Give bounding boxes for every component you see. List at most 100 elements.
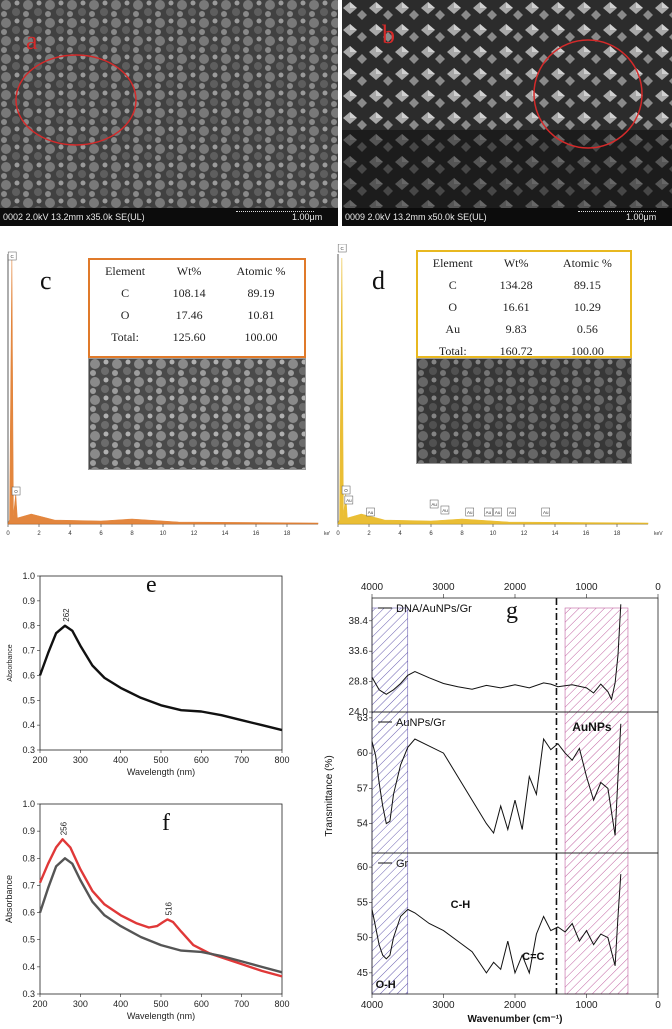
scale-label-a: 1.00μm [292,212,323,222]
annotation-aunps: AuNPs [572,720,612,734]
eds-x-tick-label: 18 [614,531,621,537]
y-tick-label: 0.8 [22,621,35,631]
x-tick-label: 4000 [361,1000,384,1011]
table-header: Atomic % [562,255,612,270]
x-tick-label-top: 4000 [361,582,384,593]
highlight-circle-a [15,54,137,146]
eds-peak-label: O [344,488,348,493]
annotation-oh: O-H [376,979,396,991]
series-line [38,624,283,732]
table-cell: 125.60 [172,329,206,344]
eds-x-tick-label: 16 [253,531,260,537]
y-axis-label: Absorbance [7,644,14,681]
sem-inset-texture-c [89,359,305,469]
eds-peak-label-box [429,499,439,509]
y-tick-label: 0.7 [22,880,35,890]
table-cell: 100.00 [570,343,604,358]
table-row: O 17.46 10.81 [90,304,304,326]
y-tick-label: 1.0 [22,799,35,809]
peak-label: 256 [60,821,69,835]
eds-peak-label: Au [442,508,448,513]
table-cell: Total: [438,343,467,358]
eds-table-d: Element Wt% Atomic % C 134.28 89.15 O 16… [416,250,632,358]
table-cell: 10.81 [247,307,275,322]
eds-x-tick-label: 0 [336,531,340,537]
sem-inset-texture-d [417,359,631,463]
highlight-circle-b [533,39,643,149]
x-tick-label: 400 [113,999,128,1009]
sem-image-b: b 0009 2.0kV 13.2mm x50.0k SE(UL) 1.00μm [342,0,672,226]
eds-spectrum-fill [7,257,319,525]
table-cell: 17.46 [175,307,203,322]
eds-peak-label-box [440,505,450,515]
table-header: Element [105,263,146,278]
x-tick-label: 600 [194,755,209,765]
x-axis-label: Wavelength (nm) [127,1011,195,1021]
table-cell: O [120,307,130,322]
eds-peak-label: Au [467,510,473,515]
y-tick-label: 63 [357,713,369,724]
x-axis-label: Wavelength (nm) [127,767,195,777]
y-tick-label: 45 [357,968,369,979]
eds-peak-label: Au [486,510,492,515]
legend-label: AuNPs/Gr [396,717,446,729]
series-line [38,838,283,978]
ftir-series-line [371,604,622,701]
legend-label: Gr [396,858,409,870]
y-tick-label: 0.9 [22,596,35,606]
x-axis-label: Wavenumber (cm⁻¹) [468,1014,563,1024]
eds-spectrum-fill [337,257,649,525]
y-tick-label: 0.7 [22,646,35,656]
x-tick-label: 1000 [575,1000,598,1011]
x-tick-label: 600 [194,999,209,1009]
table-header: Wt% [503,255,529,270]
eds-x-tick-label: 2 [37,531,41,537]
ftir-series-line [371,874,622,975]
y-tick-label: 0.9 [22,826,35,836]
y-tick-label: 0.6 [22,908,35,918]
eds-peak-label-box [11,486,21,496]
panel-letter-c: c [40,266,52,295]
table-cell: 134.28 [499,277,533,292]
eds-x-tick-label: 6 [429,531,433,537]
x-tick-label-top: 2000 [504,582,527,593]
x-tick-label-top: 3000 [432,582,455,593]
annotation-cc: C=C [522,951,544,963]
eds-peak-label-box [493,507,502,517]
eds-peak-label-box [541,507,550,517]
eds-peak-label: C [11,254,15,259]
panel-letter-e: e [146,572,157,598]
table-cell: 9.83 [505,321,527,336]
scale-bar-b [578,211,656,216]
y-tick-label: 0.8 [22,853,35,863]
eds-x-tick-label: 4 [68,531,72,537]
table-cell: 108.14 [172,285,206,300]
table-header: Atomic % [236,263,286,278]
sem-image-a: a 0002 2.0kV 13.2mm x35.0k SE(UL) 1.00μm [0,0,338,226]
panel-letter-f: f [162,810,170,836]
eds-panel-d: 0 2 4 6 8 10 12 14 16 18 keV C O Au Au Au Au Au Au Au Au Au d… [330,243,672,544]
x-tick-label: 2000 [504,1000,527,1011]
table-cell: O [448,299,458,314]
y-axis-label: Transmittance (%) [324,755,335,836]
table-cell: 89.19 [247,285,275,300]
eds-x-tick-label: 18 [284,531,291,537]
plot-frame [39,575,283,751]
eds-x-unit: keV [324,531,330,537]
x-tick-label: 200 [32,755,47,765]
eds-x-tick-label: 10 [160,531,167,537]
table-cell: C [121,285,130,300]
eds-peak-label: Au [509,510,515,515]
table-row: O 16.61 10.29 [418,296,630,318]
eds-peak-label-box [341,485,351,495]
table-row: C 134.28 89.15 [418,274,630,296]
y-tick-label: 0.3 [22,745,35,755]
y-axis-label: Absorbance [4,875,14,923]
x-tick-label: 800 [274,755,289,765]
uv-panel-e: 200 300 400 500 600 700 800 0.3 0.4 0.5 0.6 0.7 0.8 0… [0,560,300,780]
sem-footer-b: 0009 2.0kV 13.2mm x50.0k SE(UL) 1.00μm [342,208,672,226]
eds-x-tick-label: 14 [222,531,229,537]
scale-label-b: 1.00μm [626,212,657,222]
